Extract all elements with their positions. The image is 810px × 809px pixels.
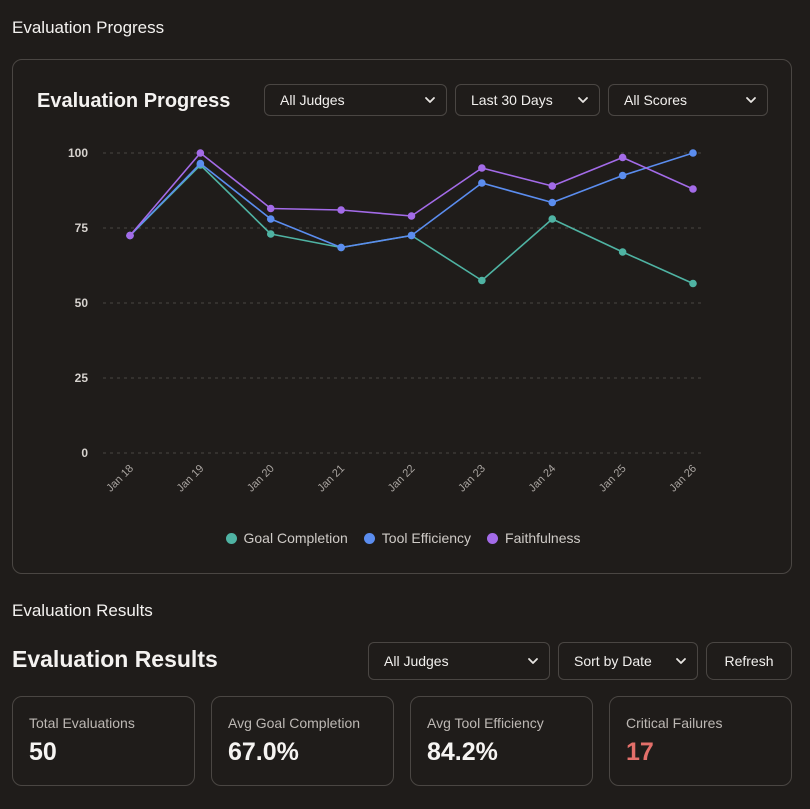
legend-item-goal-completion[interactable]: Goal Completion bbox=[225, 530, 348, 546]
legend-dot bbox=[363, 532, 375, 544]
stat-card-avg-goal-completion: Avg Goal Completion 67.0% bbox=[211, 696, 394, 786]
chevron-down-icon bbox=[578, 97, 588, 103]
data-point[interactable] bbox=[126, 231, 134, 240]
y-tick-label: 50 bbox=[75, 296, 89, 310]
scores-filter-value: All Scores bbox=[624, 92, 688, 108]
stat-label: Total Evaluations bbox=[29, 715, 135, 731]
sort-select[interactable]: Sort by Date bbox=[558, 642, 698, 680]
chevron-down-icon bbox=[746, 97, 756, 103]
y-tick-label: 25 bbox=[75, 371, 89, 385]
data-point[interactable] bbox=[196, 159, 205, 168]
x-tick-label: Jan 25 bbox=[597, 463, 629, 495]
stat-value: 67.0% bbox=[228, 738, 299, 766]
legend-item-faithfulness[interactable]: Faithfulness bbox=[487, 530, 581, 546]
panel-title: Evaluation Progress bbox=[37, 90, 231, 112]
x-tick-label: Jan 22 bbox=[386, 463, 418, 495]
section-heading-results: Evaluation Results bbox=[12, 601, 153, 620]
data-point[interactable] bbox=[407, 231, 416, 240]
data-point[interactable] bbox=[337, 206, 345, 214]
x-tick-label: Jan 26 bbox=[667, 463, 699, 495]
x-tick-label: Jan 24 bbox=[527, 463, 559, 495]
x-tick-label: Jan 21 bbox=[315, 463, 347, 495]
date-range-value: Last 30 Days bbox=[471, 92, 553, 108]
section-heading-progress: Evaluation Progress bbox=[12, 18, 165, 37]
chevron-down-icon bbox=[676, 658, 686, 664]
stat-label: Critical Failures bbox=[626, 715, 723, 731]
data-point[interactable] bbox=[548, 198, 557, 207]
legend-dot bbox=[225, 532, 237, 544]
y-tick-label: 100 bbox=[68, 146, 88, 160]
results-title: Evaluation Results bbox=[12, 646, 218, 672]
stat-card-total-evaluations: Total Evaluations 50 bbox=[12, 696, 195, 786]
data-point[interactable] bbox=[689, 279, 697, 288]
chevron-down-icon bbox=[425, 97, 435, 103]
judges-filter-value: All Judges bbox=[280, 92, 345, 108]
chevron-down-icon bbox=[528, 658, 538, 664]
series-line-faithfulness bbox=[129, 152, 694, 237]
data-point[interactable] bbox=[266, 215, 275, 223]
legend-label: Tool Efficiency bbox=[381, 530, 472, 546]
results-judges-select[interactable]: All Judges bbox=[368, 642, 550, 680]
data-point[interactable] bbox=[196, 149, 205, 157]
data-point[interactable] bbox=[689, 185, 697, 193]
line-chart: 0 25 50 75 100 Jan 18 Jan 19 Jan 20 Jan 21 Jan 22… bbox=[68, 146, 705, 495]
x-tick-label: Jan 20 bbox=[245, 463, 277, 495]
results-judges-value: All Judges bbox=[384, 653, 449, 669]
data-point[interactable] bbox=[618, 171, 627, 180]
data-point[interactable] bbox=[407, 212, 416, 220]
legend-label: Goal Completion bbox=[243, 530, 348, 546]
series-line-goal-completion bbox=[129, 164, 694, 285]
evaluation-progress-panel: Evaluation Progress All Judges Last 30 D… bbox=[12, 59, 792, 574]
x-tick-label: Jan 19 bbox=[175, 463, 207, 495]
chart-legend: Goal Completion Tool Efficiency Faithfulne… bbox=[13, 530, 793, 546]
data-point[interactable] bbox=[478, 179, 486, 187]
date-range-select[interactable]: Last 30 Days bbox=[455, 84, 600, 116]
stat-value: 84.2% bbox=[427, 738, 498, 766]
y-tick-label: 75 bbox=[75, 221, 89, 235]
legend-dot bbox=[487, 532, 499, 544]
stat-label: Avg Tool Efficiency bbox=[427, 715, 544, 731]
data-point[interactable] bbox=[618, 248, 627, 256]
stat-value: 50 bbox=[29, 738, 57, 766]
data-point[interactable] bbox=[266, 204, 275, 213]
x-tick-label: Jan 23 bbox=[456, 463, 488, 495]
data-point[interactable] bbox=[478, 276, 486, 285]
data-point[interactable] bbox=[689, 149, 697, 157]
y-tick-label: 0 bbox=[81, 446, 88, 460]
data-point[interactable] bbox=[266, 230, 275, 238]
data-point[interactable] bbox=[548, 215, 557, 223]
stat-card-avg-tool-efficiency: Avg Tool Efficiency 84.2% bbox=[410, 696, 593, 786]
stat-card-critical-failures: Critical Failures 17 bbox=[609, 696, 792, 786]
data-point[interactable] bbox=[618, 153, 627, 162]
legend-label: Faithfulness bbox=[505, 530, 581, 546]
legend-item-tool-efficiency[interactable]: Tool Efficiency bbox=[363, 530, 472, 546]
stat-value-critical: 17 bbox=[626, 738, 654, 766]
refresh-button[interactable]: Refresh bbox=[706, 642, 792, 680]
judges-filter-select[interactable]: All Judges bbox=[264, 84, 447, 116]
stat-label: Avg Goal Completion bbox=[228, 715, 361, 731]
data-point[interactable] bbox=[337, 243, 345, 252]
data-point[interactable] bbox=[478, 164, 486, 172]
sort-value: Sort by Date bbox=[574, 653, 652, 669]
scores-filter-select[interactable]: All Scores bbox=[608, 84, 768, 116]
x-tick-label: Jan 18 bbox=[104, 463, 136, 495]
data-point[interactable] bbox=[548, 182, 557, 190]
